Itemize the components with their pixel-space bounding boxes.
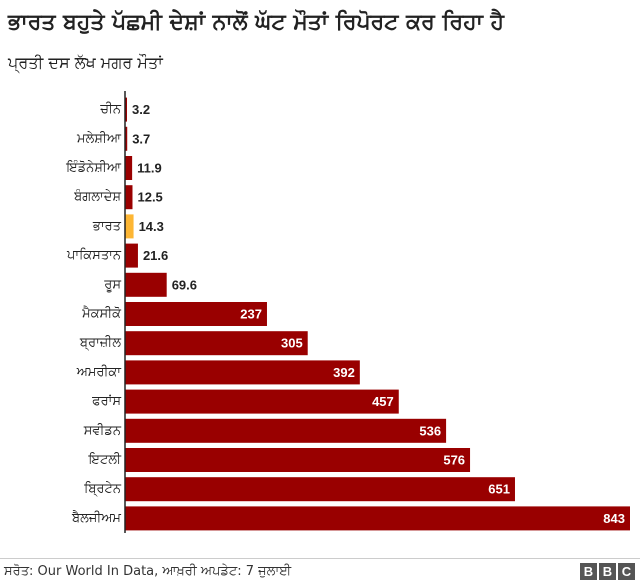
value-label: 237 (240, 307, 262, 322)
footer-divider (0, 558, 640, 559)
bbc-logo: B B C (580, 563, 635, 580)
category-label: ਫਰਾਂਸ (91, 394, 121, 409)
value-label: 21.6 (143, 248, 168, 263)
category-label: ਇਟਲੀ (88, 453, 122, 468)
category-label: ਇੰਡੋਨੇਸ਼ੀਆ (65, 160, 121, 176)
bar (125, 156, 133, 180)
value-label: 11.9 (137, 161, 162, 176)
category-label: ਸਵੀਡਨ (83, 423, 122, 438)
value-label: 12.5 (137, 190, 162, 205)
bar (125, 418, 447, 443)
category-label: ਭਾਰਤ (92, 219, 122, 234)
bar (125, 214, 134, 239)
logo-letter: B (599, 563, 616, 580)
value-label: 576 (443, 453, 465, 468)
category-label: ਬੈਲਜੀਅਮ (71, 510, 121, 526)
source-note: ਸਰੋਤ: Our World In Data, ਆਖ਼ਰੀ ਅਪਡੇਟ: 7 … (4, 564, 292, 579)
value-label: 536 (419, 423, 441, 438)
value-label: 457 (372, 394, 394, 409)
chart-subtitle: ਪ੍ਰਤੀ ਦਸ ਲੱਖ ਮਗਰ ਮੌਤਾਂ (8, 53, 163, 72)
bar (125, 477, 515, 502)
bar (125, 97, 127, 122)
logo-letter: B (580, 563, 597, 580)
value-label: 3.2 (132, 102, 150, 117)
category-label: ਬ੍ਰਾਜ਼ੀਲ (79, 336, 121, 352)
category-label: ਬ੍ਰਿਟੇਨ (83, 482, 122, 498)
value-label: 843 (603, 511, 625, 526)
category-label: ਅਮਰੀਕਾ (76, 365, 123, 380)
value-label: 3.7 (132, 131, 150, 146)
bar (125, 360, 360, 385)
bar (125, 448, 471, 472)
category-label: ਮੈਕਸੀਕੋ (81, 306, 122, 322)
bar (125, 389, 399, 414)
bar (125, 185, 133, 210)
category-label: ਬੰਗਲਾਦੇਸ਼ (73, 189, 121, 205)
value-label: 651 (488, 482, 510, 497)
category-label: ਚੀਨ (99, 102, 122, 117)
bar (125, 331, 308, 356)
value-label: 305 (281, 336, 303, 351)
logo-letter: C (618, 563, 635, 580)
value-label: 14.3 (139, 219, 164, 234)
bar (125, 302, 267, 326)
bar (125, 243, 138, 268)
value-label: 392 (333, 365, 355, 380)
category-label: ਪਾਕਿਸਤਾਨ (66, 248, 122, 263)
bar (125, 506, 630, 531)
bar (125, 272, 167, 297)
bar-chart: ਚੀਨ 3.2 ਮਲੇਸ਼ੀਆ 3.7 ਇੰਡੋਨੇਸ਼ੀਆ 11.9 ਬੰਗਲਾਦੇਸ਼ 1… (65, 91, 630, 533)
chart-title: ਭਾਰਤ ਬਹੁਤੇ ਪੱਛਮੀ ਦੇਸ਼ਾਂ ਨਾਲੋਂ ਘੱਟ ਮੌਤਾਂ … (8, 10, 505, 35)
category-label: ਰੂਸ (103, 277, 121, 292)
bar (125, 126, 128, 151)
category-label: ਮਲੇਸ਼ੀਆ (76, 131, 122, 146)
value-label: 69.6 (172, 277, 197, 292)
